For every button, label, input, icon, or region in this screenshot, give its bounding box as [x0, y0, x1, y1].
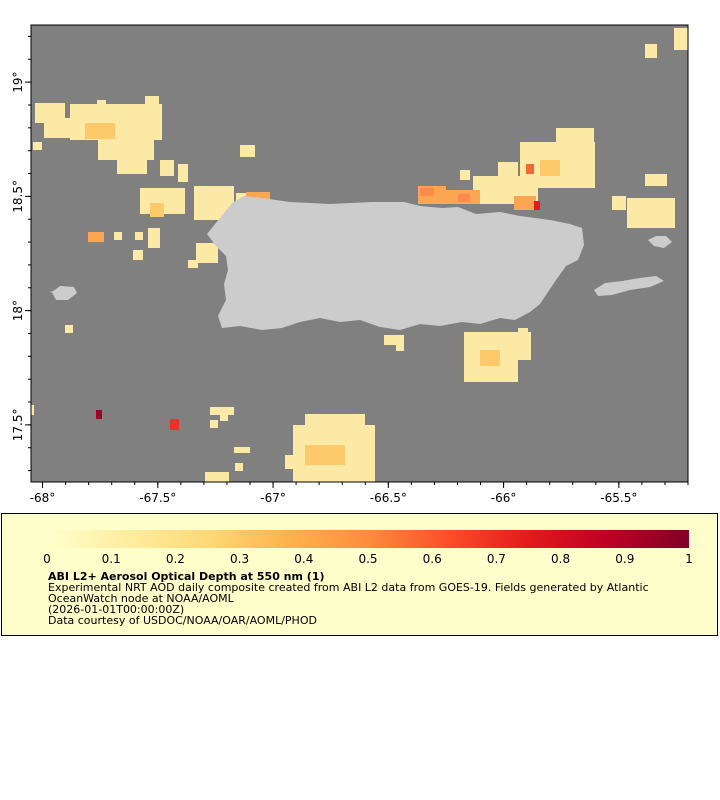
desecheo-island	[50, 291, 53, 293]
aod-cluster-nw	[114, 232, 122, 240]
colorbar-tick-label: 0.2	[166, 552, 185, 566]
aod-cluster-nw	[148, 228, 160, 248]
x-axis: -68° -67.5° -67° -66.5° -66° -65.5°	[30, 482, 689, 505]
aod-cluster-nw	[188, 260, 198, 268]
aod-cluster-north-coast	[88, 232, 104, 242]
y-tick-label: 18.5°	[11, 180, 25, 213]
aod-cluster-south	[205, 472, 229, 482]
x-tick-label: -66.5°	[370, 491, 407, 505]
aod-pixel-high	[534, 201, 540, 210]
colorbar-tick-label: 1	[685, 552, 693, 566]
colorbar-tick-label: 0	[43, 552, 51, 566]
x-tick-label: -67°	[260, 491, 286, 505]
aod-cluster-se	[396, 343, 404, 351]
puerto-rico-landmass	[207, 196, 584, 330]
colorbar-tick-label: 0.3	[230, 552, 249, 566]
aod-cluster-nw	[145, 96, 159, 104]
aod-cluster-south	[210, 420, 218, 428]
vieques-island	[594, 276, 664, 296]
x-tick-label: -68°	[30, 491, 56, 505]
aod-cluster-ne	[584, 128, 594, 146]
x-tick-label: -65.5°	[600, 491, 637, 505]
aod-cluster-nw	[33, 142, 42, 150]
aod-cluster-south	[234, 447, 250, 453]
x-tick-label: -66°	[491, 491, 517, 505]
aod-cluster-mid	[305, 445, 345, 465]
legend-panel: 0 0.1 0.2 0.3 0.4 0.5 0.6 0.7 0.8 0.9 1 ABI L2+ Ae…	[1, 513, 718, 636]
aod-map: -68° -67.5° -67° -66.5° -66° -65.5° 19°18.5°1…	[11, 24, 689, 505]
y-tick-label: 17.5°	[11, 409, 25, 442]
aod-cluster-high	[458, 194, 470, 202]
mona-island	[52, 286, 77, 300]
aod-cluster-se	[518, 328, 528, 338]
aod-cluster-ne	[612, 196, 626, 210]
aod-cluster-south	[285, 455, 301, 469]
colorbar-tick-label: 0.7	[487, 552, 506, 566]
aod-cluster-nw	[240, 145, 255, 157]
y-tick-label: 18°	[11, 300, 25, 321]
legend-date: (2026-01-01T00:00:00Z)	[48, 603, 185, 616]
aod-cluster-ne	[556, 128, 592, 144]
colorbar-tick-label: 0.6	[423, 552, 442, 566]
aod-cluster-mid	[150, 203, 164, 217]
colorbar-tick-label: 0.1	[102, 552, 121, 566]
aod-cluster-nw	[65, 325, 73, 333]
aod-cluster-se	[384, 335, 404, 345]
aod-cluster-south	[305, 414, 365, 430]
aod-cluster-ne	[627, 198, 675, 228]
aod-cluster-north-coast	[246, 192, 270, 202]
colorbar-tick-label: 0.9	[615, 552, 634, 566]
map-frame	[30, 24, 689, 483]
aod-cluster-mid	[540, 160, 560, 176]
aod-cluster-nw	[196, 243, 218, 263]
aod-cluster-nw	[160, 160, 174, 176]
aod-cluster-nw	[97, 100, 106, 108]
aod-cluster-ne	[498, 162, 518, 176]
legend-description-line2: OceanWatch node at NOAA/AOML	[48, 592, 234, 605]
aod-cluster-nw	[133, 250, 143, 260]
aod-cluster-se	[517, 332, 531, 360]
colorbar-tick-label: 0.8	[551, 552, 570, 566]
aod-cluster-mid	[85, 123, 115, 139]
x-tick-label: -67.5°	[139, 491, 176, 505]
legend-text: ABI L2+ Aerosol Optical Depth at 550 nm …	[48, 571, 688, 626]
colorbar-gradient	[47, 530, 689, 548]
aod-pixel-high	[170, 419, 179, 430]
aod-cluster-south	[235, 463, 243, 471]
legend-description-line1: Experimental NRT AOD daily composite cre…	[48, 581, 649, 594]
aod-cluster-ne	[645, 174, 667, 186]
aod-cluster-mid	[480, 350, 500, 366]
aod-cluster-nw	[135, 232, 143, 240]
aod-pixel-max	[96, 410, 102, 419]
colorbar-tick-label: 0.4	[294, 552, 313, 566]
culebra-island	[648, 236, 672, 248]
legend-credit: Data courtesy of USDOC/NOAA/OAR/AOML/PHO…	[48, 614, 317, 627]
aod-cluster-south	[210, 407, 234, 415]
legend-title: ABI L2+ Aerosol Optical Depth at 550 nm …	[48, 570, 325, 583]
colorbar: 0 0.1 0.2 0.3 0.4 0.5 0.6 0.7 0.8 0.9 1	[43, 530, 693, 566]
aod-cluster-north-coast	[514, 196, 536, 210]
aod-cluster-ne	[645, 44, 657, 58]
aod-cluster-south	[220, 413, 228, 421]
colorbar-tick-label: 0.5	[358, 552, 377, 566]
y-axis: 19° 18.5° 18° 17.5°	[11, 35, 31, 472]
aod-cluster-nw	[178, 164, 188, 182]
aod-cluster-ne	[460, 170, 470, 180]
aod-cluster-ne	[31, 405, 34, 415]
aod-cluster-high	[420, 188, 434, 196]
aod-pixel-high	[526, 164, 534, 174]
aod-cluster-nw	[117, 150, 147, 174]
colorbar-ticks: 0 0.1 0.2 0.3 0.4 0.5 0.6 0.7 0.8 0.9 1	[43, 552, 693, 566]
y-tick-label: 19°	[11, 71, 25, 92]
aod-cluster-ne	[674, 28, 688, 50]
